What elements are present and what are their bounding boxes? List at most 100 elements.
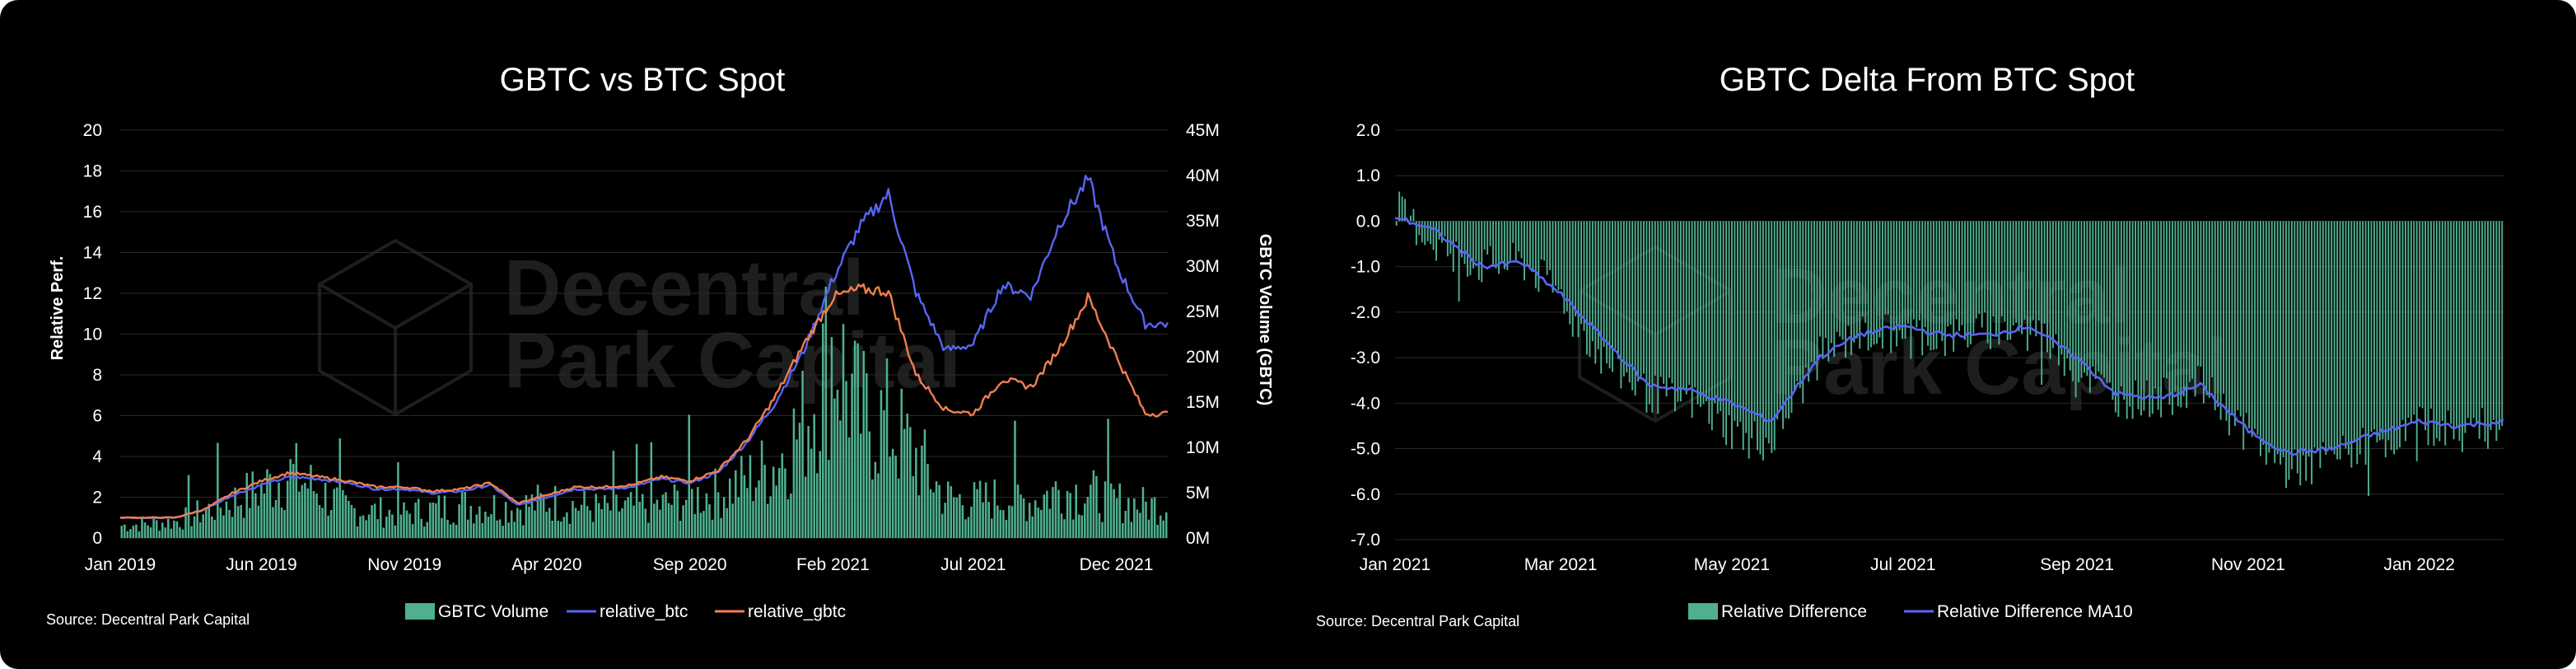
relative-difference-bar [2251,221,2253,437]
gbtc-volume-bar [278,482,280,538]
relative-difference-bar [1847,221,1850,326]
relative-difference-bar [1682,221,1685,391]
gbtc-volume-bar [217,442,219,538]
relative-difference-bar [1435,221,1437,261]
relative-difference-bar [1771,221,1773,453]
gbtc-volume-bar [242,517,245,538]
relative-difference-bar [2401,221,2404,420]
gbtc-volume-bar [446,519,449,538]
gbtc-volume-bar [859,433,862,538]
relative-difference-bar [1736,221,1738,427]
left-y2-tick-label: 40M [1186,166,1220,185]
relative-difference-bar [1927,221,1930,346]
legend-swatch-relative-difference [1688,603,1718,620]
relative-difference-bar [1597,221,1599,349]
relative-difference-bar [1788,221,1790,419]
legend-swatch-gbtc-volume [405,603,435,620]
relative-difference-bar [1586,221,1588,355]
left-x-tick-label: Nov 2019 [367,555,441,574]
relative-difference-bar [1810,221,1813,363]
relative-difference-bar [1566,221,1568,311]
gbtc-volume-bar [716,492,720,538]
gbtc-volume-bar [935,481,938,538]
relative-difference-bar [1802,221,1804,404]
relative-difference-bar [2265,221,2267,465]
gbtc-volume-bar [429,503,432,538]
left-y-tick-label: 20 [83,121,102,140]
legend-label-relative-gbtc: relative_gbtc [748,602,846,621]
gbtc-volume-bar [1066,490,1069,538]
gbtc-volume-bar [228,509,231,538]
relative-difference-bar [2382,221,2384,440]
relative-difference-bar [2018,221,2020,332]
relative-difference-bar [1725,221,1728,446]
gbtc-volume-bar [315,493,318,538]
gbtc-volume-bar [158,531,161,538]
relative-difference-bar [2060,221,2063,355]
relative-difference-bar [2296,221,2298,474]
gbtc-volume-bar [1060,513,1063,538]
gbtc-volume-bar [553,485,557,538]
gbtc-volume-bar [953,497,955,538]
relative-difference-bar [2200,221,2202,367]
gbtc-volume-bar [525,494,528,538]
relative-difference-bar [1964,221,1966,340]
right-chart-title: GBTC Delta From BTC Spot [1720,62,2135,98]
relative-difference-bar [2393,221,2396,455]
gbtc-volume-bar [728,478,731,538]
gbtc-volume-bar [198,522,202,538]
gbtc-volume-bar [120,526,124,538]
gbtc-volume-bar [522,525,525,538]
relative-difference-bar [1696,221,1699,405]
gbtc-volume-bar [141,517,143,538]
gbtc-volume-bar [851,373,853,538]
gbtc-volume-bar [618,511,621,538]
relative-difference-bar [1404,199,1407,222]
left-y-ticks: 0 2 4 6 8 10 12 14 16 18 20 [83,121,103,548]
gbtc-volume-bar [367,514,371,538]
gbtc-volume-bar [894,456,897,538]
gbtc-volume-bar [534,510,536,538]
gbtc-volume-bar [204,508,208,538]
gbtc-volume-bar [735,470,737,538]
relative-difference-bar [1449,221,1452,254]
gbtc-volume-bar [684,499,688,538]
gbtc-volume-bar [623,500,627,538]
right-y-tick-label: -1.0 [1351,258,1380,277]
gbtc-volume-bar [792,408,796,538]
gbtc-volume-bar [1109,483,1113,538]
relative-difference-bar [1896,221,1898,347]
gbtc-volume-bar [373,503,376,538]
relative-difference-bar [2032,221,2034,320]
relative-difference-bar [2217,221,2219,407]
gbtc-volume-bar [853,340,856,538]
relative-difference-bar [1762,221,1764,461]
gbtc-volume-bar [676,490,679,538]
relative-difference-bar [2407,221,2410,419]
gbtc-volume-bar [653,503,656,538]
gbtc-volume-bar [877,473,880,538]
gbtc-volume-bar [752,501,754,538]
relative-difference-bar [2057,221,2060,366]
gbtc-volume-bar [1130,522,1133,538]
gbtc-volume-bar [1159,515,1162,538]
gbtc-volume-bar [498,519,502,538]
relative-difference-bar [1816,221,1818,381]
gbtc-volume-bar [236,506,240,538]
relative-difference-bar [1933,221,1934,350]
left-y2-tick-label: 25M [1186,302,1220,321]
gbtc-volume-bar [923,429,926,538]
relative-difference-bar [1978,221,1981,315]
relative-difference-bar [1700,221,1701,407]
relative-difference-bar [1785,221,1787,419]
gbtc-volume-bar [184,507,187,538]
relative-difference-bar [1876,221,1878,344]
relative-difference-bar [1534,221,1537,288]
gbtc-volume-bar [1162,520,1164,538]
gbtc-volume-bar [519,509,522,538]
relative-difference-bar [1606,221,1608,364]
relative-difference-bar [1808,221,1810,382]
gbtc-volume-bar [175,521,179,538]
left-x-tick-label: Feb 2021 [796,555,870,574]
gbtc-volume-bars [120,286,1168,538]
